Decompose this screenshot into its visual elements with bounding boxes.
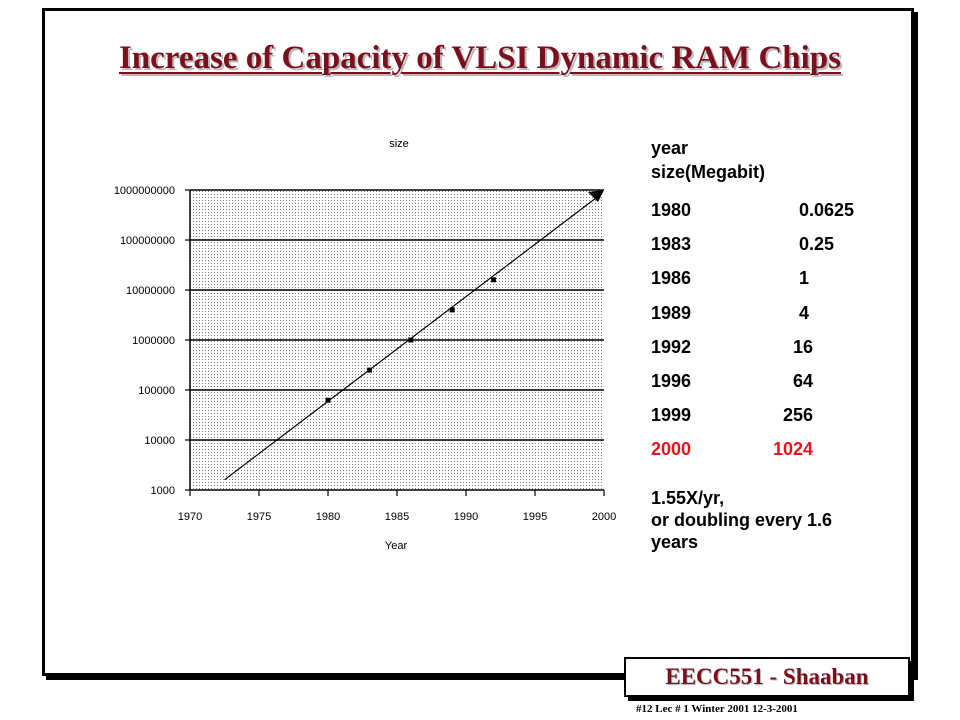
y-tick-label: 10000 xyxy=(144,435,175,447)
table-cell-year: 1989 xyxy=(651,302,692,323)
table-cell-size: 64 xyxy=(792,370,813,391)
trend-arrowhead xyxy=(588,190,604,202)
x-axis-label: Year xyxy=(385,540,408,552)
x-tick-label: 1995 xyxy=(523,511,547,523)
data-point xyxy=(366,367,372,373)
capacity-chart: 1000 10000 100000 1000000 10000000 100000000 1… xyxy=(114,138,616,552)
data-point xyxy=(325,397,331,403)
table-cell-size: 4 xyxy=(799,302,810,323)
table-row: 1986 1 xyxy=(651,261,913,295)
table-cell-year: 1983 xyxy=(651,234,692,255)
growth-note-line2: or doubling every 1.6 xyxy=(651,509,833,530)
table-cell-size: 1 xyxy=(799,268,810,289)
growth-note-line1: 1.55X/yr, xyxy=(651,487,725,508)
table-cell-size: 256 xyxy=(782,405,813,426)
table-row: 1989 4 xyxy=(651,296,913,330)
x-tick-label: 1980 xyxy=(316,511,340,523)
table-cell-year: 1996 xyxy=(651,370,692,391)
table-row: 1996 64 xyxy=(651,364,913,398)
table-rows: 1980 0.0625 1983 0.25 1986 1 1989 4 1992 16 1996 64… xyxy=(651,193,913,467)
table-row: 1992 16 xyxy=(651,330,913,364)
data-panel: year size(Megabit) 1980 0.0625 1983 0.25 198… xyxy=(651,136,913,553)
table-cell-size: 1024 xyxy=(772,439,813,460)
table-header-year: year xyxy=(651,138,689,158)
data-point xyxy=(491,277,497,283)
table-cell-size: 16 xyxy=(792,336,813,357)
data-point xyxy=(449,307,455,313)
table-cell-year: 1986 xyxy=(651,268,692,289)
slide-title: Increase of Capacity of VLSI Dynamic RAM… xyxy=(118,40,842,76)
y-tick-label: 1000 xyxy=(151,485,175,497)
y-tick-label: 1000000 xyxy=(132,335,175,347)
x-tick-label: 1990 xyxy=(454,511,478,523)
table-cell-size: 0.0625 xyxy=(799,200,855,220)
y-tick-label: 100000 xyxy=(138,385,175,397)
table-header-size: size(Megabit) xyxy=(651,162,766,182)
course-badge-label: EECC551 - Shaaban xyxy=(665,664,869,689)
course-badge: EECC551 - Shaaban xyxy=(624,657,910,697)
x-tick-label: 1985 xyxy=(385,511,409,523)
data-point xyxy=(408,337,414,343)
chart-title: size xyxy=(389,138,409,150)
x-tick-label: 1970 xyxy=(178,511,202,523)
footer-note: #12 Lec # 1 Winter 2001 12-3-2001 xyxy=(636,703,798,715)
growth-note: 1.55X/yr, or doubling every 1.6 years xyxy=(651,487,913,553)
table-row: 1983 0.25 xyxy=(651,227,913,261)
growth-note-line3: years xyxy=(651,531,699,552)
table-cell-year: 1980 xyxy=(651,200,692,220)
y-tick-label: 10000000 xyxy=(126,285,175,297)
x-tick-label: 2000 xyxy=(592,511,616,523)
y-tick-label: 100000000 xyxy=(120,235,175,247)
table-cell-size: 0.25 xyxy=(799,234,835,255)
table-row: 2000 1024 xyxy=(651,432,913,466)
x-tick-label: 1975 xyxy=(247,511,271,523)
table-row: 1999 256 xyxy=(651,398,913,432)
table-cell-year: 2000 xyxy=(651,439,692,460)
table-row: 1980 0.0625 xyxy=(651,193,913,227)
y-tick-label: 1000000000 xyxy=(114,185,175,197)
table-cell-year: 1992 xyxy=(651,336,692,357)
table-cell-year: 1999 xyxy=(651,405,692,426)
